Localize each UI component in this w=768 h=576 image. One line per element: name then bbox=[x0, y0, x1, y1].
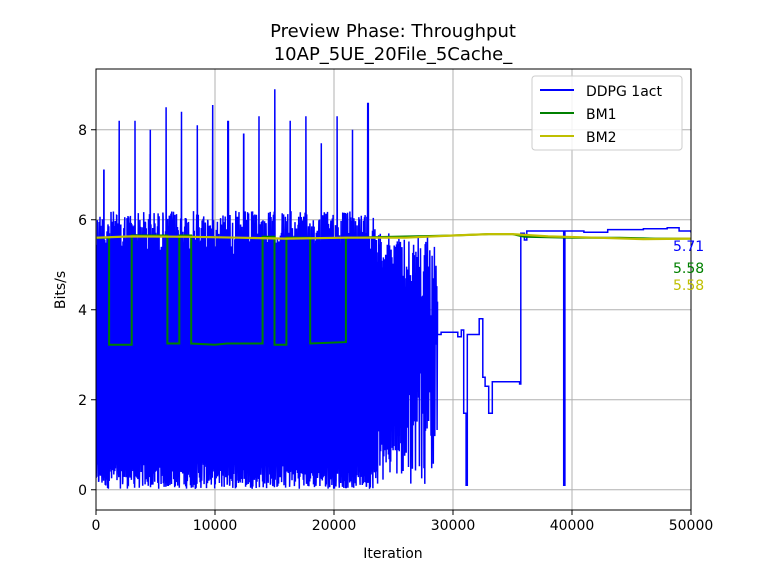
y-tick-label: 8 bbox=[78, 123, 87, 139]
plot-frame bbox=[95, 68, 692, 511]
x-tick-label: 20000 bbox=[312, 518, 357, 534]
end-label-bm2: 5.58 bbox=[673, 278, 704, 294]
chart-subtitle: 10AP_5UE_20File_5Cache_ bbox=[274, 44, 514, 65]
series-area bbox=[96, 89, 691, 489]
series-line-bm2 bbox=[96, 233, 691, 241]
legend: DDPG 1act BM1 BM2 bbox=[531, 75, 683, 151]
x-tick-label: 50000 bbox=[669, 518, 714, 534]
x-tick-label: 30000 bbox=[431, 518, 476, 534]
end-label-bm1: 5.58 bbox=[673, 261, 704, 277]
y-axis-label: Bits/s bbox=[53, 271, 69, 309]
legend-label-bm1: BM1 bbox=[586, 107, 617, 123]
x-tick-label: 0 bbox=[92, 518, 101, 534]
x-tick-label: 40000 bbox=[550, 518, 595, 534]
series-line-ddpg bbox=[96, 89, 691, 489]
y-tick-label: 2 bbox=[78, 393, 87, 409]
x-axis-label: Iteration bbox=[363, 546, 422, 562]
end-label-ddpg: 5.71 bbox=[673, 239, 704, 255]
legend-box bbox=[531, 75, 683, 151]
x-tick-label: 10000 bbox=[193, 518, 238, 534]
y-tick-label: 4 bbox=[78, 303, 87, 319]
y-tick-label: 0 bbox=[78, 483, 87, 499]
y-tick-label: 6 bbox=[78, 213, 87, 229]
axis-ticks: 0 10000 20000 30000 40000 50000 0 2 4 6 8 bbox=[78, 123, 713, 534]
legend-label-ddpg: DDPG 1act bbox=[586, 84, 662, 100]
legend-label-bm2: BM2 bbox=[586, 130, 617, 146]
chart-title: Preview Phase: Throughput bbox=[270, 21, 516, 42]
